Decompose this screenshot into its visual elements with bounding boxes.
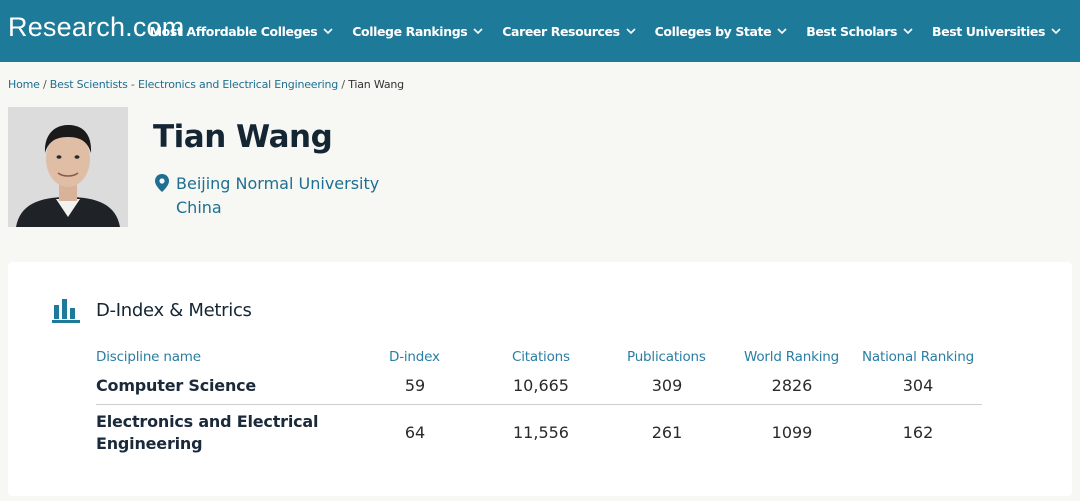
- breadcrumb-current: Tian Wang: [348, 78, 404, 91]
- column-header-national-ranking: National Ranking: [862, 349, 974, 365]
- discipline-line: Electronics and Electrical: [96, 412, 319, 431]
- metrics-title: D-Index & Metrics: [96, 300, 252, 321]
- breadcrumb-separator: /: [42, 78, 50, 91]
- citations-value: 10,665: [513, 376, 569, 395]
- nav-best-scholars[interactable]: Best Scholars: [806, 24, 914, 39]
- national-ranking-value: 162: [902, 423, 934, 442]
- breadcrumb: Home / Best Scientists - Electronics and…: [8, 78, 404, 91]
- chevron-down-icon: [903, 28, 913, 35]
- bar-chart-icon: [52, 299, 80, 323]
- location-pin-icon: [155, 174, 169, 192]
- column-header-world-ranking: World Ranking: [744, 349, 839, 365]
- row-divider: [96, 404, 982, 405]
- site-logo[interactable]: Research.com: [8, 12, 185, 42]
- nav-college-rankings[interactable]: College Rankings: [352, 24, 484, 39]
- nav-label: Colleges by State: [654, 23, 772, 39]
- nav-label: Best Scholars: [806, 23, 897, 39]
- column-header-citations: Citations: [512, 349, 570, 365]
- country-link[interactable]: China: [176, 198, 222, 217]
- discipline-line: Engineering: [96, 434, 203, 453]
- metrics-card: [8, 262, 1072, 496]
- d-index-value: 64: [404, 423, 426, 442]
- publications-value: 261: [651, 423, 683, 442]
- nav-label: Career Resources: [502, 23, 620, 39]
- chevron-down-icon: [323, 28, 333, 35]
- world-ranking-value: 2826: [771, 376, 813, 395]
- nav-label: College Rankings: [352, 23, 468, 39]
- scientist-photo: [8, 107, 128, 227]
- breadcrumb-separator: /: [341, 78, 349, 91]
- top-navigation-bar: Research.com Most Affordable Colleges Co…: [0, 0, 1080, 62]
- d-index-value: 59: [404, 376, 426, 395]
- main-nav: Most Affordable Colleges College Ranking…: [132, 0, 1062, 62]
- person-portrait-icon: [8, 107, 128, 227]
- chevron-down-icon: [1051, 28, 1061, 35]
- world-ranking-value: 1099: [771, 423, 813, 442]
- nav-colleges-by-state[interactable]: Colleges by State: [655, 24, 789, 39]
- scientist-name: Tian Wang: [153, 119, 333, 155]
- column-header-d-index: D-index: [389, 349, 440, 365]
- chevron-down-icon: [777, 28, 787, 35]
- chevron-down-icon: [626, 28, 636, 35]
- nav-label: Best Universities: [932, 23, 1045, 39]
- affiliation: Beijing Normal University China: [176, 172, 379, 220]
- nav-career-resources[interactable]: Career Resources: [502, 24, 636, 39]
- discipline-electronics-electrical-engineering[interactable]: Electronics and Electrical Engineering: [96, 411, 318, 455]
- discipline-computer-science[interactable]: Computer Science: [96, 376, 257, 395]
- breadcrumb-category-link[interactable]: Best Scientists - Electronics and Electr…: [49, 78, 339, 91]
- university-link[interactable]: Beijing Normal University: [176, 174, 380, 193]
- nav-label: Most Affordable Colleges: [149, 23, 318, 39]
- column-header-publications: Publications: [627, 349, 706, 365]
- breadcrumb-home-link[interactable]: Home: [8, 78, 40, 91]
- national-ranking-value: 304: [902, 376, 934, 395]
- chevron-down-icon: [473, 28, 483, 35]
- nav-most-affordable-colleges[interactable]: Most Affordable Colleges: [150, 24, 335, 39]
- column-header-discipline: Discipline name: [96, 349, 201, 365]
- nav-best-universities[interactable]: Best Universities: [932, 24, 1062, 39]
- citations-value: 11,556: [513, 423, 569, 442]
- publications-value: 309: [651, 376, 683, 395]
